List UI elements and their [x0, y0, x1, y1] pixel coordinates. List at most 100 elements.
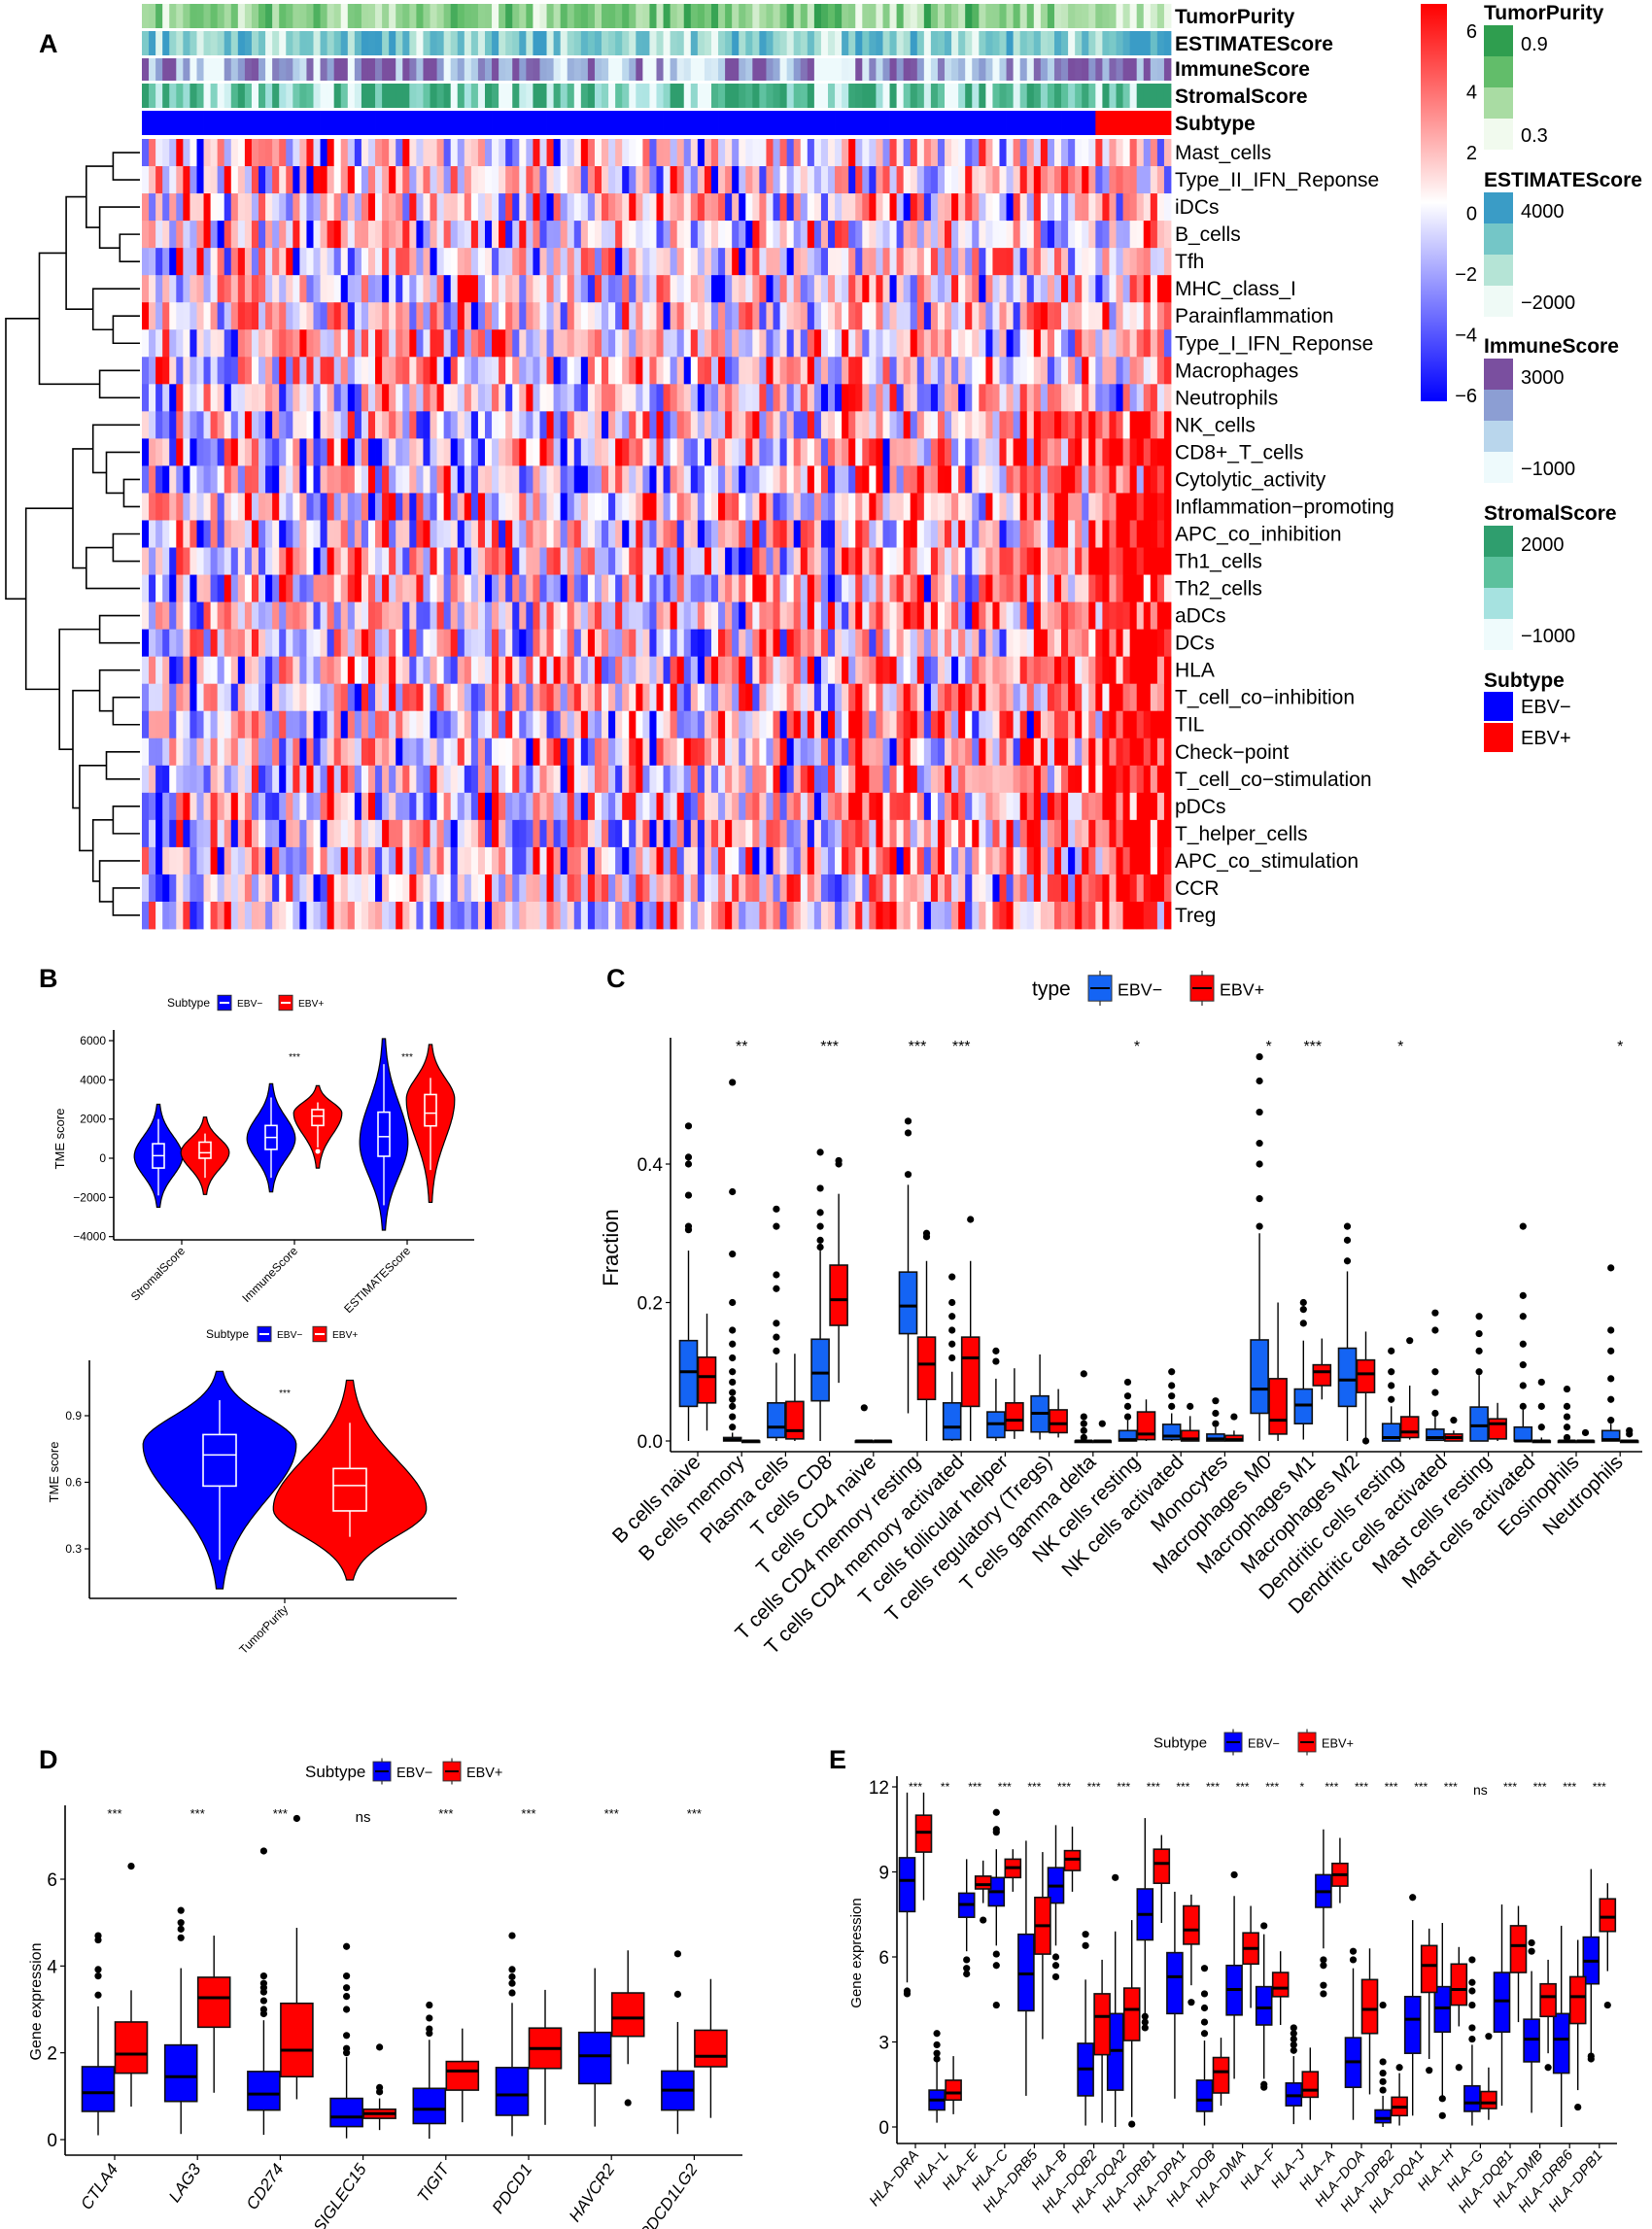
heatmap-cell: [573, 683, 582, 712]
heatmap-cell: [876, 493, 883, 521]
heatmap-cell: [683, 248, 692, 276]
heatmap-cell: [333, 574, 342, 602]
heatmap-cell: [155, 819, 163, 848]
heatmap-cell: [739, 193, 746, 222]
heatmap-cell: [196, 139, 204, 167]
heatmap-cell: [710, 629, 719, 658]
heatmap-cell: [992, 248, 1000, 276]
heatmap-cell: [464, 384, 472, 412]
heatmap-cell: [258, 275, 266, 303]
heatmap-cell: [416, 846, 424, 875]
heatmap-cell: [862, 737, 870, 767]
heatmap-cell: [903, 547, 912, 575]
annotation-cell: [539, 31, 547, 55]
heatmap-cell: [367, 465, 376, 494]
heatmap-cell: [594, 683, 602, 712]
annotation-cell: [279, 58, 287, 81]
heatmap-cell: [567, 547, 575, 575]
annotation-cell: [313, 31, 321, 55]
annotation-cell: [1033, 4, 1042, 28]
heatmap-cell: [450, 792, 459, 821]
annotation-cell: [169, 4, 177, 28]
heatmap-cell: [876, 438, 883, 466]
annotation-cell: [183, 111, 190, 135]
heatmap-cell: [910, 139, 918, 167]
heatmap-cell: [786, 221, 795, 249]
heatmap-cell: [492, 874, 499, 903]
heatmap-cell: [683, 357, 692, 385]
heatmap-cell: [602, 329, 609, 358]
heatmap-cell: [1075, 737, 1083, 767]
annotation-cell: [189, 84, 197, 108]
heatmap-cell: [155, 384, 163, 412]
heatmap-cell: [602, 248, 609, 276]
heatmap-cell: [293, 792, 300, 821]
annotation-cell: [443, 58, 452, 81]
heatmap-cell: [313, 710, 321, 739]
heatmap-cell: [464, 166, 472, 194]
annotation-cell: [162, 31, 170, 55]
heatmap-cell: [718, 221, 726, 249]
annotation-cell: [704, 84, 712, 108]
annotation-cell: [1013, 84, 1021, 108]
heatmap-cell: [580, 493, 589, 521]
heatmap-cell: [375, 438, 383, 466]
heatmap-cell: [286, 248, 293, 276]
heatmap-cell: [251, 819, 259, 848]
annotation-cell: [889, 84, 897, 108]
heatmap-cell: [889, 629, 897, 658]
heatmap-cell: [937, 329, 946, 358]
heatmap-cell: [1129, 384, 1138, 412]
heatmap-cell: [567, 710, 575, 739]
heatmap-cell: [636, 629, 643, 658]
heatmap-cell: [244, 275, 253, 303]
heatmap-cell: [450, 139, 459, 167]
heatmap-cell: [745, 221, 753, 249]
heatmap-cell: [828, 601, 836, 631]
heatmap-cell: [793, 601, 802, 631]
heatmap-cell: [230, 520, 239, 548]
heatmap-cell: [710, 574, 719, 602]
heatmap-cell: [1075, 547, 1083, 575]
heatmap-cell: [533, 139, 540, 167]
heatmap-cell: [945, 547, 952, 575]
heatmap-cell: [499, 846, 506, 875]
heatmap-cell: [1082, 302, 1089, 330]
annotation-cell: [945, 84, 952, 108]
heatmap-cell: [945, 737, 952, 767]
heatmap-cell: [533, 792, 540, 821]
heatmap-cell: [313, 792, 321, 821]
annotation-cell: [361, 4, 369, 28]
heatmap-cell: [375, 846, 383, 875]
heatmap-cell: [416, 221, 424, 249]
heatmap-cell: [333, 302, 342, 330]
heatmap-cell: [396, 765, 403, 794]
annotation-cell: [258, 58, 266, 81]
heatmap-cell: [230, 221, 239, 249]
heatmap-cell: [320, 574, 328, 602]
heatmap-cell: [464, 329, 472, 358]
heatmap-cell: [210, 874, 219, 903]
heatmap-cell: [1088, 792, 1096, 821]
heatmap-cell: [251, 493, 259, 521]
heatmap-cell: [602, 765, 609, 794]
heatmap-cell: [766, 357, 774, 385]
heatmap-cell: [573, 193, 582, 222]
annotation-cell: [436, 84, 445, 108]
heatmap-cell: [608, 710, 616, 739]
heatmap-cell: [992, 493, 1000, 521]
heatmap-cell: [1143, 819, 1152, 848]
heatmap-cell: [587, 574, 596, 602]
heatmap-cell: [642, 329, 650, 358]
heatmap-cell: [800, 438, 809, 466]
heatmap-cell: [519, 493, 527, 521]
heatmap-cell: [436, 329, 445, 358]
heatmap-cell: [855, 601, 863, 631]
heatmap-cell: [649, 384, 657, 412]
heatmap-cell: [773, 248, 780, 276]
heatmap-cell: [697, 601, 706, 631]
annotation-cell: [670, 31, 678, 55]
annotation-cell: [573, 4, 582, 28]
heatmap-cell: [306, 166, 314, 194]
heatmap-cell: [670, 221, 678, 249]
